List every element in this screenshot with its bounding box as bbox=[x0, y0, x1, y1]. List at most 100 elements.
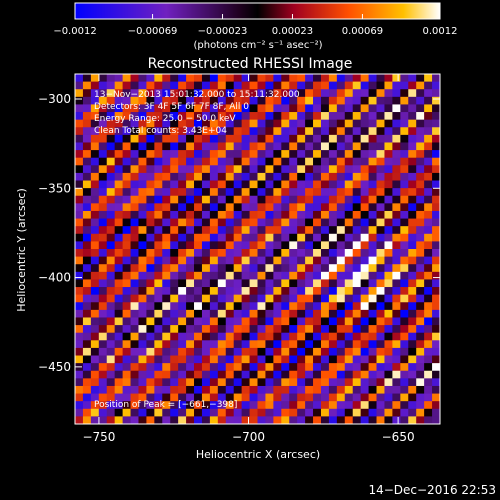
heatmap-cell bbox=[432, 287, 441, 296]
heatmap-cell bbox=[114, 127, 123, 136]
heatmap-cell bbox=[257, 157, 266, 166]
heatmap-cell bbox=[217, 271, 227, 280]
heatmap-cell bbox=[130, 317, 139, 326]
heatmap-cell bbox=[233, 340, 243, 349]
heatmap-cell bbox=[114, 134, 123, 143]
heatmap-cell bbox=[408, 279, 417, 288]
heatmap-cell bbox=[146, 340, 155, 349]
heatmap-cell bbox=[344, 150, 354, 159]
heatmap-cell bbox=[138, 96, 147, 105]
heatmap-cell bbox=[416, 218, 425, 227]
heatmap-cell bbox=[217, 363, 227, 372]
heatmap-cell bbox=[400, 210, 409, 219]
heatmap-cell bbox=[130, 294, 139, 303]
heatmap-cell bbox=[233, 249, 243, 258]
heatmap-cell bbox=[186, 81, 195, 90]
heatmap-cell bbox=[424, 188, 433, 197]
heatmap-cell bbox=[376, 370, 385, 379]
heatmap-cell bbox=[82, 203, 92, 212]
heatmap-cell bbox=[122, 401, 131, 410]
heatmap-cell bbox=[201, 256, 211, 265]
heatmap-cell bbox=[130, 325, 139, 334]
heatmap-cell bbox=[344, 271, 354, 280]
heatmap-cell bbox=[249, 370, 258, 379]
heatmap-cell bbox=[289, 89, 298, 98]
heatmap-cell bbox=[320, 378, 330, 387]
heatmap-cell bbox=[424, 264, 433, 273]
heatmap-cell bbox=[138, 81, 147, 90]
y-tick-label: −300 bbox=[38, 92, 71, 106]
heatmap-cell bbox=[384, 188, 393, 197]
heatmap-cell bbox=[305, 104, 314, 113]
heatmap-cell bbox=[130, 74, 139, 83]
heatmap-cell bbox=[313, 119, 322, 128]
heatmap-cell bbox=[225, 401, 235, 410]
heatmap-cell bbox=[178, 203, 187, 212]
heatmap-cell bbox=[416, 104, 425, 113]
heatmap-cell bbox=[106, 309, 116, 318]
heatmap-cell bbox=[114, 172, 123, 181]
heatmap-cell bbox=[106, 325, 116, 334]
heatmap-cell bbox=[392, 363, 401, 372]
heatmap-cell bbox=[336, 157, 346, 166]
heatmap-cell bbox=[217, 385, 227, 394]
heatmap-cell bbox=[201, 241, 211, 250]
colorbar-tick-label: −0.00023 bbox=[198, 26, 248, 37]
heatmap-cell bbox=[138, 340, 147, 349]
heatmap-cell bbox=[249, 401, 258, 410]
heatmap-cell bbox=[368, 401, 377, 410]
heatmap-cell bbox=[400, 241, 409, 250]
heatmap-cell bbox=[82, 150, 92, 159]
heatmap-cell bbox=[249, 134, 258, 143]
heatmap-cell bbox=[384, 309, 393, 318]
heatmap-cell bbox=[90, 74, 100, 83]
heatmap-cell bbox=[233, 127, 243, 136]
heatmap-cell bbox=[400, 287, 409, 296]
heatmap-cell bbox=[170, 401, 179, 410]
heatmap-cell bbox=[154, 385, 163, 394]
heatmap-cell bbox=[416, 127, 425, 136]
heatmap-cell bbox=[320, 302, 330, 311]
heatmap-cell bbox=[297, 165, 306, 174]
heatmap-cell bbox=[249, 309, 258, 318]
heatmap-cell bbox=[352, 104, 362, 113]
heatmap-cell bbox=[82, 249, 92, 258]
heatmap-cell bbox=[146, 89, 155, 98]
heatmap-cell bbox=[416, 165, 425, 174]
heatmap-cell bbox=[241, 172, 250, 181]
heatmap-cell bbox=[146, 127, 155, 136]
heatmap-cell bbox=[257, 385, 266, 394]
heatmap-cell bbox=[352, 157, 362, 166]
heatmap-cell bbox=[233, 416, 243, 425]
heatmap-cell bbox=[297, 180, 306, 189]
heatmap-cell bbox=[249, 188, 258, 197]
heatmap-cell bbox=[400, 264, 409, 273]
heatmap-cell bbox=[392, 172, 401, 181]
heatmap-cell bbox=[106, 112, 116, 121]
heatmap-cell bbox=[265, 112, 274, 121]
heatmap-cell bbox=[297, 408, 306, 417]
heatmap-cell bbox=[384, 279, 393, 288]
heatmap-cell bbox=[225, 271, 235, 280]
heatmap-cell bbox=[281, 142, 290, 151]
heatmap-cell bbox=[122, 287, 131, 296]
heatmap-cell bbox=[408, 241, 417, 250]
heatmap-cell bbox=[265, 264, 274, 273]
heatmap-cell bbox=[416, 385, 425, 394]
heatmap-cell bbox=[75, 150, 84, 159]
heatmap-cell bbox=[320, 249, 330, 258]
heatmap-cell bbox=[360, 340, 369, 349]
heatmap-cell bbox=[90, 233, 100, 242]
heatmap-cell bbox=[400, 249, 409, 258]
heatmap-cell bbox=[130, 355, 139, 364]
heatmap-cell bbox=[384, 355, 393, 364]
heatmap-cell bbox=[209, 74, 219, 83]
heatmap-cell bbox=[336, 210, 346, 219]
heatmap-cell bbox=[241, 378, 250, 387]
heatmap-cell bbox=[122, 416, 131, 425]
heatmap-cell bbox=[289, 256, 298, 265]
heatmap-cell bbox=[178, 256, 187, 265]
heatmap-cell bbox=[265, 104, 274, 113]
heatmap-cell bbox=[75, 134, 84, 143]
heatmap-cell bbox=[130, 408, 139, 417]
